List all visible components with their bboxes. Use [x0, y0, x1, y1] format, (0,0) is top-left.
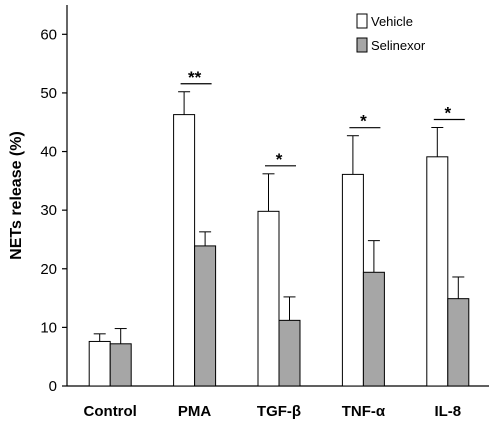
y-tick-label: 10 [40, 319, 57, 336]
bar-vehicle [88, 340, 111, 387]
category-labels-group: Control PMA TGF-β TNF-α IL-8 [84, 403, 462, 420]
bar-vehicle [257, 210, 280, 387]
y-tick-label: 50 [40, 85, 57, 102]
category-label: Control [84, 403, 137, 420]
significance-group: **** * [180, 68, 465, 169]
bar-vehicle [341, 173, 364, 387]
significance-label: * [276, 150, 283, 169]
significance-label: ** [188, 68, 202, 87]
legend-swatch-selinexor [356, 37, 368, 53]
category-label: TGF-β [257, 403, 301, 420]
legend-label-vehicle: Vehicle [371, 14, 413, 29]
category-label: IL-8 [434, 403, 461, 420]
y-tick-label: 20 [40, 261, 57, 278]
bar-vehicle [173, 114, 196, 387]
bar-selinexor [362, 271, 385, 387]
legend: Vehicle Selinexor [356, 13, 426, 53]
category-label: TNF-α [342, 403, 386, 420]
legend-label-selinexor: Selinexor [371, 38, 426, 53]
y-axis-title: NETs release (%) [8, 131, 25, 260]
bar-selinexor [278, 319, 301, 387]
y-tick-label: 60 [40, 26, 57, 43]
bars-group [88, 91, 470, 387]
significance-label: * [444, 104, 451, 123]
bar-vehicle [426, 156, 449, 387]
y-tick-label: 40 [40, 144, 57, 161]
significance-label: * [360, 112, 367, 131]
y-tick-label: 30 [40, 202, 57, 219]
bar-selinexor [194, 245, 217, 387]
legend-swatch-vehicle [356, 13, 368, 29]
y-ticks-group: 0 10 20 30 40 50 60 [40, 26, 67, 395]
category-label: PMA [178, 403, 212, 420]
y-tick-label: 0 [49, 378, 57, 395]
bar-selinexor [447, 298, 470, 387]
bar-selinexor [109, 343, 132, 387]
